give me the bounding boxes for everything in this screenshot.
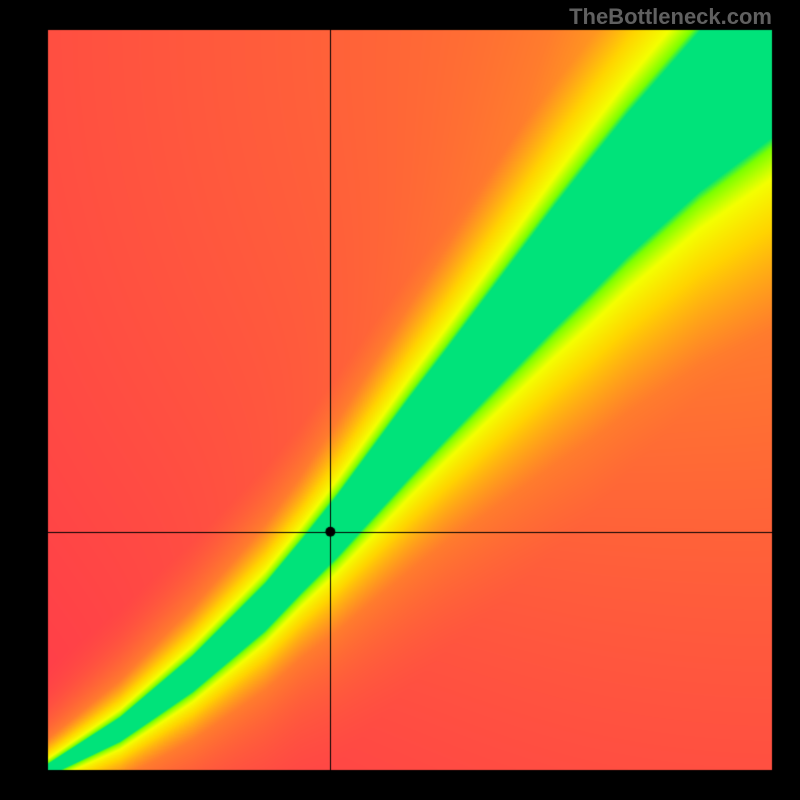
heatmap-canvas (0, 0, 800, 800)
chart-container: TheBottleneck.com (0, 0, 800, 800)
watermark-text: TheBottleneck.com (569, 4, 772, 30)
